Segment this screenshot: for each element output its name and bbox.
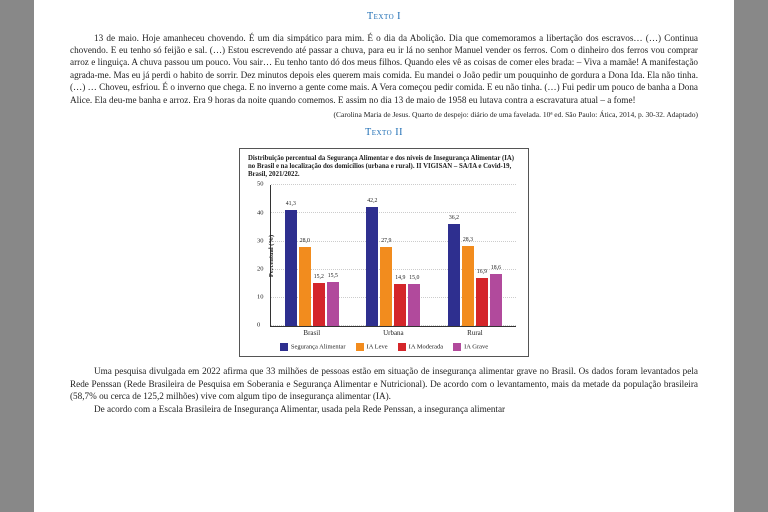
x-category-label: Urbana bbox=[353, 326, 435, 338]
document-page: Texto I 13 de maio. Hoje amanheceu chove… bbox=[34, 0, 734, 512]
legend-swatch bbox=[356, 343, 364, 351]
ytick-label: 10 bbox=[257, 294, 264, 303]
x-category-label: Rural bbox=[434, 326, 516, 338]
chart-plot: Percentual (%) 0102030405041,328,015,215… bbox=[270, 185, 516, 327]
bar-value-label: 15,5 bbox=[328, 273, 338, 281]
bar: 15,2 bbox=[313, 283, 325, 326]
bar: 16,9 bbox=[476, 278, 488, 326]
texto2-para1: Uma pesquisa divulgada em 2022 afirma qu… bbox=[70, 365, 698, 402]
bar: 28,3 bbox=[462, 246, 474, 326]
bar-value-label: 14,9 bbox=[395, 275, 405, 283]
bar: 28,0 bbox=[299, 247, 311, 326]
bar: 36,2 bbox=[448, 224, 460, 326]
bar-value-label: 15,2 bbox=[314, 274, 324, 282]
bar: 42,2 bbox=[366, 207, 378, 326]
texto1-body: 13 de maio. Hoje amanheceu chovendo. É u… bbox=[70, 32, 698, 107]
bar-value-label: 42,2 bbox=[367, 198, 377, 206]
legend-swatch bbox=[280, 343, 288, 351]
texto2-para2: De acordo com a Escala Brasileira de Ins… bbox=[70, 403, 698, 415]
bar-value-label: 28,3 bbox=[463, 237, 473, 245]
texto2-para2-text: De acordo com a Escala Brasileira de Ins… bbox=[94, 404, 505, 414]
legend-item: IA Moderada bbox=[398, 343, 443, 352]
bar: 14,9 bbox=[394, 284, 406, 326]
bar: 41,3 bbox=[285, 210, 297, 326]
chart-title: Distribuição percentual da Segurança Ali… bbox=[248, 155, 520, 179]
texto1-body-text: 13 de maio. Hoje amanheceu chovendo. É u… bbox=[70, 33, 698, 105]
bar-group: 36,228,316,918,6 bbox=[434, 185, 516, 326]
legend-item: IA Leve bbox=[356, 343, 388, 352]
ytick-label: 30 bbox=[257, 237, 264, 246]
ytick-label: 50 bbox=[257, 181, 264, 190]
ytick-label: 20 bbox=[257, 265, 264, 274]
ytick-label: 0 bbox=[257, 322, 260, 331]
bar: 15,5 bbox=[327, 282, 339, 326]
bar-value-label: 28,0 bbox=[300, 238, 310, 246]
bar-value-label: 36,2 bbox=[449, 215, 459, 223]
legend-swatch bbox=[453, 343, 461, 351]
texto2-heading: Texto II bbox=[70, 126, 698, 140]
legend-swatch bbox=[398, 343, 406, 351]
texto1-heading: Texto I bbox=[70, 10, 698, 24]
bar-group: 41,328,015,215,5 bbox=[271, 185, 353, 326]
bar-value-label: 18,6 bbox=[491, 265, 501, 273]
chart-container: Distribuição percentual da Segurança Ali… bbox=[239, 148, 529, 358]
bar-value-label: 41,3 bbox=[286, 201, 296, 209]
bar-value-label: 16,9 bbox=[477, 269, 487, 277]
bar-value-label: 27,9 bbox=[381, 238, 391, 246]
bar: 18,6 bbox=[490, 274, 502, 326]
chart-legend: Segurança Alimentar IA Leve IA Moderada IA … bbox=[248, 343, 520, 352]
bar-group: 42,227,914,915,0 bbox=[353, 185, 435, 326]
x-category-label: Brasil bbox=[271, 326, 353, 338]
legend-item: Segurança Alimentar bbox=[280, 343, 346, 352]
texto1-citation: (Carolina Maria de Jesus. Quarto de desp… bbox=[70, 110, 698, 120]
bar-value-label: 15,0 bbox=[409, 275, 419, 283]
bar: 15,0 bbox=[408, 284, 420, 326]
texto2-para1-text: Uma pesquisa divulgada em 2022 afirma qu… bbox=[70, 366, 698, 401]
legend-item: IA Grave bbox=[453, 343, 488, 352]
ytick-label: 40 bbox=[257, 209, 264, 218]
bar: 27,9 bbox=[380, 247, 392, 326]
